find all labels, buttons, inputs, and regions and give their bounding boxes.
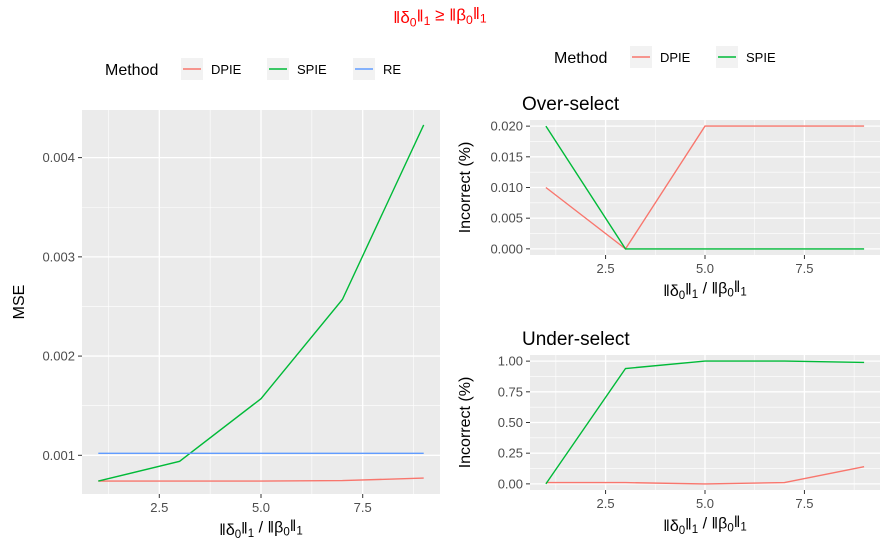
figure-title: ‖δ0‖1 ≥ ‖β0‖1 — [393, 4, 487, 29]
under-select-panel: 2.5 5.0 7.5 0.00 0.25 0.50 0.75 1.00 Under-selec… — [457, 329, 880, 537]
legend-label-dpie: DPIE — [660, 50, 691, 65]
series-line-dpie — [98, 477, 424, 482]
legend-label-re: RE — [383, 62, 401, 77]
y-tick-label: 0.50 — [498, 415, 523, 430]
x-tick-label: 2.5 — [597, 496, 615, 511]
legend-label-spie: SPIE — [746, 50, 776, 65]
series-line-spie — [98, 124, 425, 482]
y-tick-label: 0.00 — [498, 476, 523, 491]
y-tick-label: 0.001 — [42, 448, 75, 463]
y-tick-label: 0.015 — [490, 149, 523, 164]
legend-title: Method — [554, 50, 607, 67]
mse-panel: 2.5 5.0 7.5 0.001 0.002 0.003 0.004 ‖δ0‖1 / ‖β0… — [11, 110, 440, 541]
y-tick-label: 1.00 — [498, 354, 523, 369]
y-tick-label: 0.010 — [490, 180, 523, 195]
y-tick-label: 0.75 — [498, 384, 523, 399]
y-tick-label: 0.000 — [490, 241, 523, 256]
x-tick-label: 2.5 — [150, 500, 168, 515]
x-tick-label: 7.5 — [795, 261, 813, 276]
x-tick-label: 5.0 — [252, 500, 270, 515]
y-tick-label: 0.003 — [42, 249, 75, 264]
y-axis-title: MSE — [11, 285, 28, 320]
y-tick-label: 0.004 — [42, 150, 75, 165]
y-tick-label: 0.020 — [490, 119, 523, 134]
x-axis-title: ‖δ0‖1 / ‖β0‖1 — [219, 518, 303, 541]
legend-label-spie: SPIE — [297, 62, 327, 77]
legend-left: Method DPIE SPIE RE — [105, 58, 401, 80]
y-axis-title: Incorrect (%) — [457, 377, 474, 469]
over-select-panel: 2.5 5.0 7.5 0.000 0.005 0.010 0.015 0.020 Over-s… — [457, 94, 880, 302]
series-line-spie — [545, 360, 865, 485]
x-tick-label: 5.0 — [696, 261, 714, 276]
x-tick-label: 7.5 — [795, 496, 813, 511]
legend-title: Method — [105, 62, 158, 79]
legend-right: Method DPIE SPIE — [554, 46, 776, 68]
series-line-dpie — [545, 125, 865, 250]
x-axis-title: ‖δ0‖1 / ‖β0‖1 — [663, 279, 747, 302]
y-tick-label: 0.25 — [498, 446, 523, 461]
x-axis-title: ‖δ0‖1 / ‖β0‖1 — [663, 514, 747, 537]
y-tick-label: 0.002 — [42, 349, 75, 364]
x-tick-label: 7.5 — [354, 500, 372, 515]
y-tick-label: 0.005 — [490, 211, 523, 226]
series-line-spie — [545, 125, 865, 250]
legend-label-dpie: DPIE — [211, 62, 242, 77]
x-tick-label: 2.5 — [597, 261, 615, 276]
x-tick-label: 5.0 — [696, 496, 714, 511]
panel-title: Over-select — [522, 94, 620, 115]
y-axis-title: Incorrect (%) — [457, 142, 474, 234]
panel-title: Under-select — [522, 329, 630, 350]
series-line-dpie — [545, 466, 865, 485]
